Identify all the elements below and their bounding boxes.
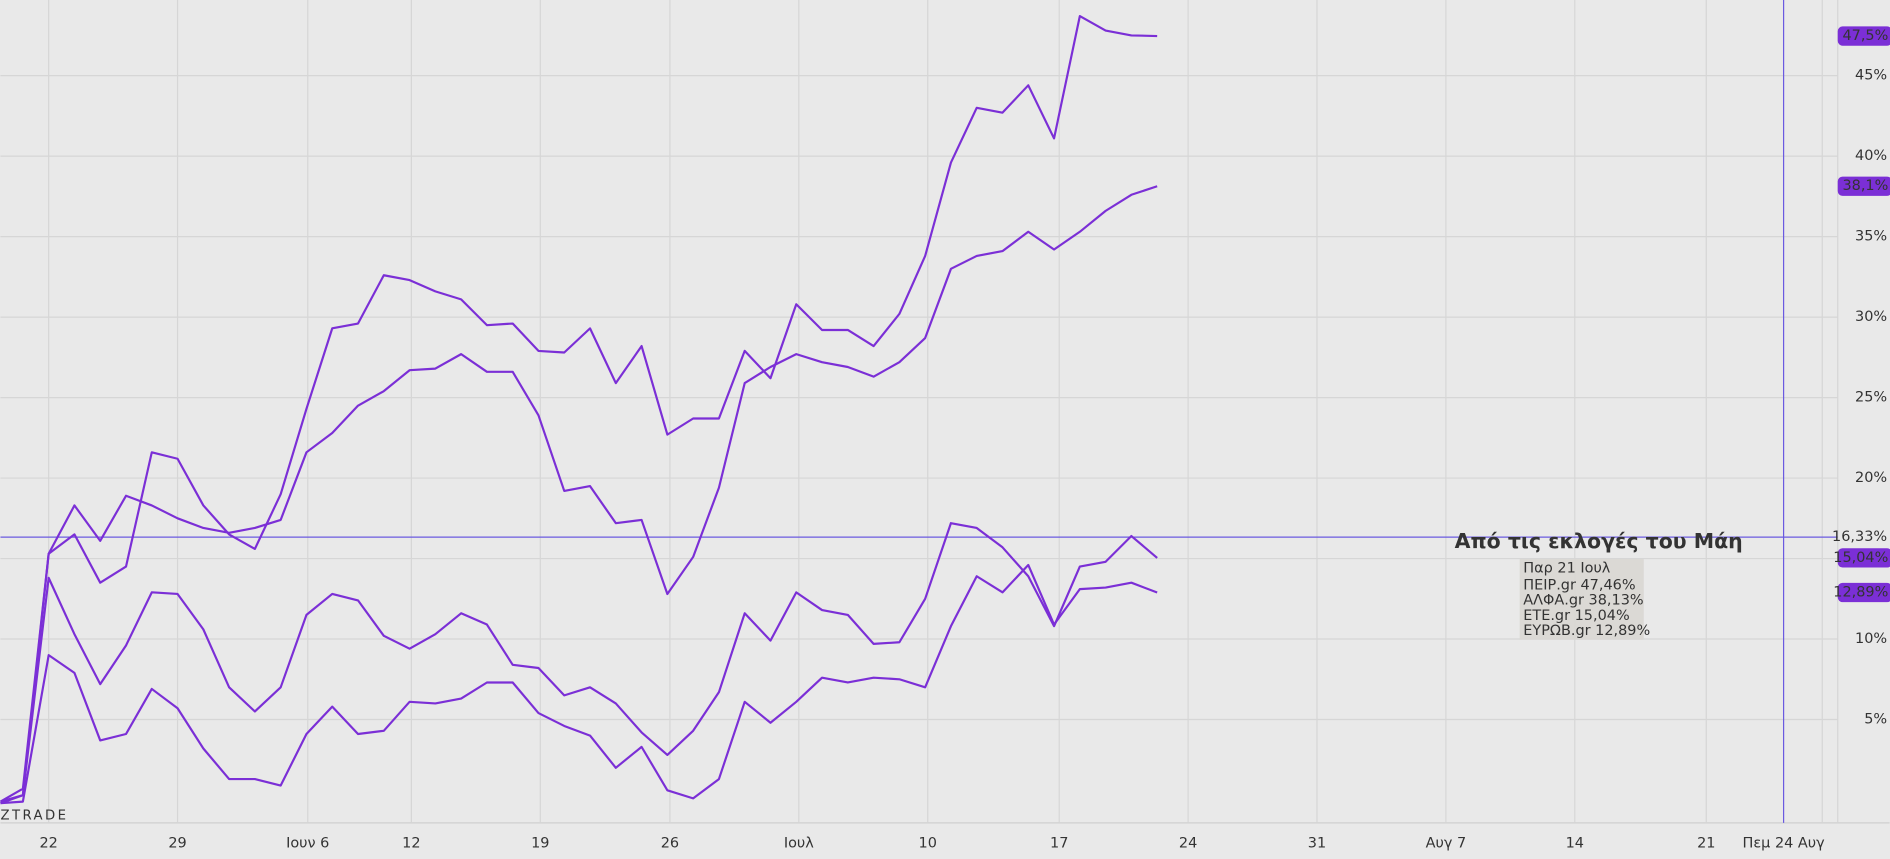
x-tick-label: Αυγ 7: [1426, 835, 1467, 851]
crosshair-y-label: 16,33%: [1832, 529, 1887, 545]
price-label: 47,5%: [1842, 28, 1888, 44]
price-badge: [1837, 548, 1890, 568]
series-line: [0, 15, 1158, 803]
crosshair-x-label: Πεμ 24 Αυγ: [1743, 835, 1826, 851]
annotation: Από τις εκλογές του Μάη: [1455, 529, 1743, 553]
tooltip-line: ΠΕΙΡ.gr 47,46%: [1523, 578, 1635, 594]
y-tick-label: 20%: [1855, 470, 1887, 486]
x-tick-label: 31: [1308, 835, 1326, 851]
x-tick-label: 24: [1179, 835, 1197, 851]
x-tick-label: Ιουν 6: [286, 835, 329, 851]
y-tick-label: 5%: [1864, 712, 1887, 728]
y-tick-label: 10%: [1855, 631, 1887, 647]
y-tick-label: 45%: [1855, 68, 1887, 84]
x-tick-label: Ιουλ: [784, 835, 814, 851]
y-tick-label: 30%: [1855, 309, 1887, 325]
price-label: 15,04%: [1833, 550, 1888, 566]
price-badge: [1837, 582, 1890, 603]
x-tick-label: 29: [168, 835, 186, 851]
x-tick-label: 10: [919, 835, 937, 851]
x-tick-label: 21: [1697, 835, 1715, 851]
watermark: ZTRADE: [0, 809, 68, 824]
y-tick-label: 40%: [1855, 148, 1887, 164]
crosshair-x-label-bg: [1742, 831, 1844, 856]
price-badge: [1837, 26, 1890, 46]
price-label: 38,1%: [1842, 178, 1888, 194]
tooltip-box: [1519, 559, 1644, 640]
x-tick-label: 22: [39, 835, 57, 851]
x-tick-label: 12: [402, 835, 420, 851]
series-line: [0, 563, 1158, 805]
tooltip-line: ΕΤΕ.gr 15,04%: [1523, 608, 1629, 624]
price-badge: [1837, 176, 1890, 196]
series-line: [0, 185, 1158, 805]
y-tick-label: 35%: [1855, 229, 1887, 245]
x-tick-label: 19: [531, 835, 549, 851]
series-line: [0, 522, 1158, 803]
tooltip-title: Παρ 21 Ιουλ: [1523, 561, 1611, 577]
x-tick-label: 17: [1050, 835, 1068, 851]
y-tick-label: 25%: [1855, 390, 1887, 406]
x-tick-label: 14: [1566, 835, 1584, 851]
tooltip-line: ΑΛΦΑ.gr 38,13%: [1523, 593, 1643, 609]
tooltip-line: ΕΥΡΩΒ.gr 12,89%: [1523, 623, 1650, 639]
x-tick-label: 26: [661, 835, 679, 851]
price-label: 12,89%: [1833, 585, 1888, 601]
